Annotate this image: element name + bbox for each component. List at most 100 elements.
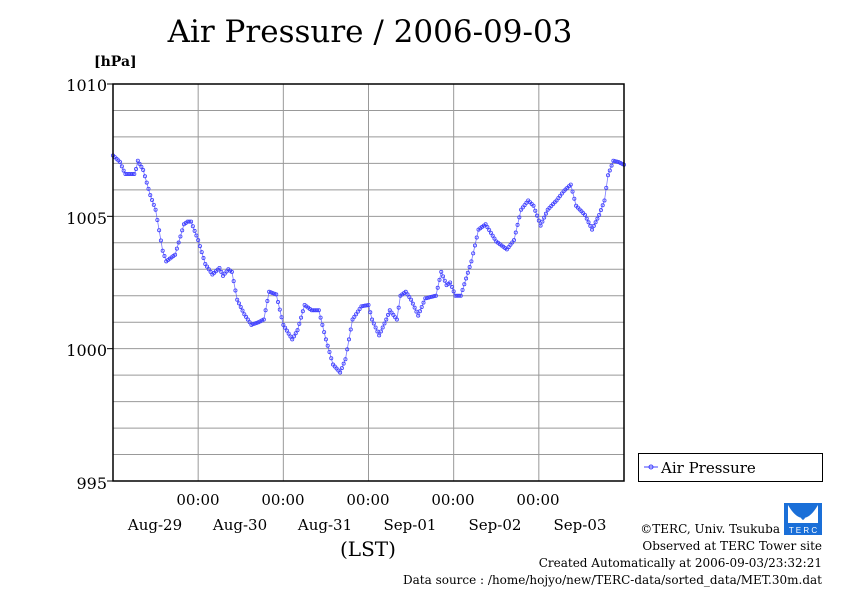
data-point bbox=[286, 331, 291, 336]
data-point bbox=[263, 308, 268, 313]
data-point bbox=[513, 230, 518, 235]
data-point bbox=[346, 337, 351, 342]
data-point bbox=[252, 321, 257, 326]
data-point bbox=[322, 330, 327, 335]
data-point bbox=[339, 366, 344, 371]
data-point bbox=[121, 168, 126, 173]
data-point bbox=[150, 198, 155, 203]
chart-title: Air Pressure / 2006-09-03 bbox=[167, 14, 573, 50]
data-point bbox=[201, 256, 206, 261]
legend: Air Pressure bbox=[638, 453, 823, 482]
data-point bbox=[582, 213, 587, 218]
data-point bbox=[236, 301, 241, 306]
data-point bbox=[194, 233, 199, 238]
data-point bbox=[439, 269, 444, 274]
data-point bbox=[382, 321, 387, 326]
data-point bbox=[153, 207, 158, 212]
data-point bbox=[613, 159, 618, 164]
x-tick-label: 00:00 bbox=[431, 491, 475, 509]
data-point bbox=[290, 337, 295, 342]
data-point bbox=[277, 307, 282, 312]
data-point bbox=[173, 252, 178, 257]
data-point bbox=[362, 303, 367, 308]
data-point bbox=[432, 294, 437, 299]
data-point bbox=[276, 300, 281, 305]
data-point bbox=[430, 294, 435, 299]
data-point bbox=[423, 296, 428, 301]
data-point bbox=[355, 309, 360, 314]
data-point bbox=[300, 309, 305, 314]
data-point bbox=[272, 291, 277, 296]
legend-label: Air Pressure bbox=[661, 459, 756, 477]
data-point bbox=[366, 302, 371, 307]
data-point bbox=[437, 277, 442, 282]
data-point bbox=[146, 186, 151, 191]
data-point bbox=[368, 310, 373, 315]
data-point bbox=[265, 299, 270, 304]
data-point bbox=[118, 160, 123, 165]
data-point bbox=[593, 220, 598, 225]
data-point bbox=[267, 289, 272, 294]
data-point bbox=[538, 223, 543, 228]
data-point bbox=[465, 270, 470, 275]
data-point bbox=[531, 203, 536, 208]
data-point bbox=[409, 297, 414, 302]
data-point bbox=[238, 304, 243, 309]
data-point bbox=[141, 168, 146, 173]
data-point bbox=[471, 251, 476, 256]
source-text: Data source : /home/hojyo/new/TERC-data/… bbox=[403, 573, 822, 587]
data-point bbox=[384, 317, 389, 322]
data-point bbox=[483, 222, 488, 227]
data-point bbox=[139, 164, 144, 169]
data-point bbox=[142, 174, 147, 179]
data-point bbox=[598, 208, 603, 213]
data-point bbox=[178, 234, 183, 239]
data-point bbox=[373, 325, 378, 330]
data-point bbox=[614, 159, 619, 164]
data-point bbox=[197, 244, 202, 249]
data-point bbox=[208, 269, 213, 274]
data-point bbox=[377, 333, 382, 338]
data-point bbox=[268, 290, 273, 295]
data-point bbox=[442, 278, 447, 283]
data-point bbox=[458, 293, 463, 298]
data-point bbox=[240, 308, 245, 313]
data-point bbox=[394, 317, 399, 322]
data-point bbox=[244, 314, 249, 319]
data-point bbox=[341, 361, 346, 366]
data-point bbox=[254, 320, 259, 325]
data-point bbox=[251, 322, 256, 327]
data-point bbox=[606, 173, 611, 178]
data-point bbox=[189, 219, 194, 224]
data-point bbox=[535, 213, 540, 218]
x-date-label: Aug-31 bbox=[297, 516, 353, 534]
data-point bbox=[327, 349, 332, 354]
data-point bbox=[533, 208, 538, 213]
data-point bbox=[293, 331, 298, 336]
data-point bbox=[160, 248, 165, 253]
data-point bbox=[426, 295, 431, 300]
data-point bbox=[586, 220, 591, 225]
data-point bbox=[472, 243, 477, 248]
data-point bbox=[352, 314, 357, 319]
data-point bbox=[187, 219, 192, 224]
data-point bbox=[361, 303, 366, 308]
data-point bbox=[270, 291, 275, 296]
data-point bbox=[515, 222, 520, 227]
data-point bbox=[600, 203, 605, 208]
data-point bbox=[380, 325, 385, 330]
data-point bbox=[249, 322, 254, 327]
x-tick-label: 00:00 bbox=[516, 491, 560, 509]
data-point bbox=[371, 321, 376, 326]
data-point bbox=[295, 328, 300, 333]
data-point bbox=[174, 246, 179, 251]
data-point bbox=[245, 317, 250, 322]
data-point bbox=[205, 264, 210, 269]
data-point bbox=[157, 228, 162, 233]
data-point bbox=[190, 224, 195, 229]
data-point bbox=[261, 317, 266, 322]
data-point bbox=[378, 329, 383, 334]
data-point bbox=[417, 309, 422, 314]
data-point bbox=[611, 158, 616, 163]
